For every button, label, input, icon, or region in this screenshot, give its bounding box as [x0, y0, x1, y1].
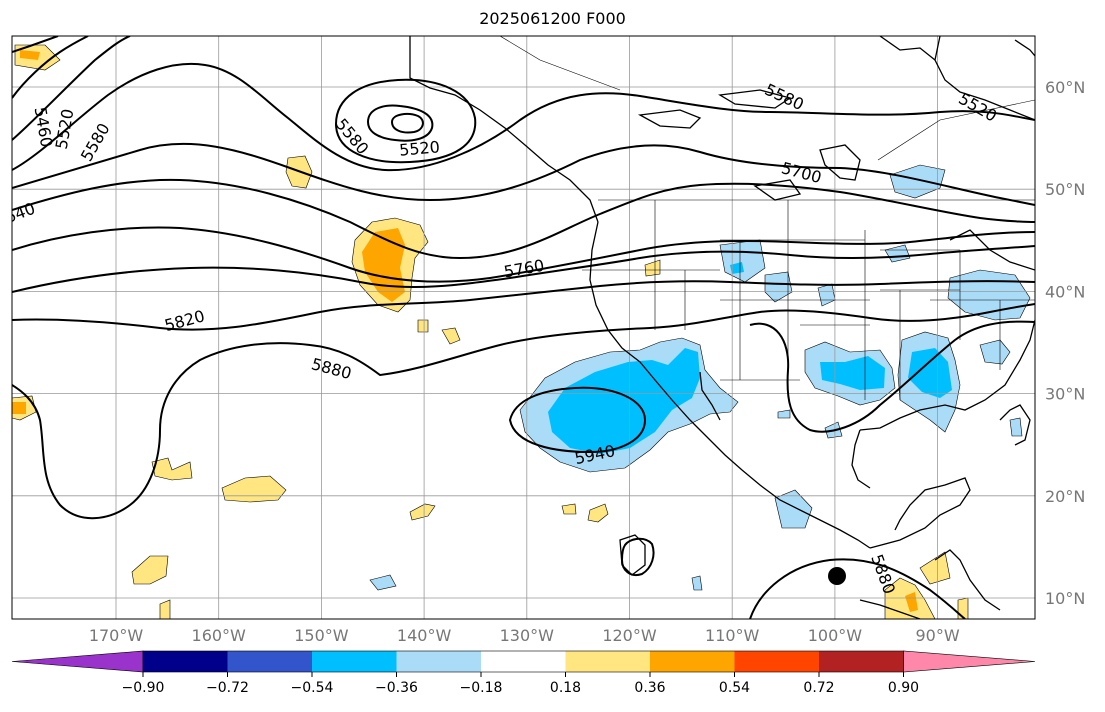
colorbar-tick-label: −0.90 — [122, 680, 165, 696]
positive-anomaly-area — [131, 555, 169, 585]
contour-label: 5520 — [398, 137, 440, 159]
latitude-label: 20°N — [1045, 487, 1085, 506]
anomaly-shading — [12, 44, 1031, 619]
longitude-label: 90°W — [916, 626, 960, 645]
colorbar-tick-label: −0.54 — [291, 680, 334, 696]
map-title: 2025061200 F000 — [479, 9, 626, 28]
contour-5580-low — [334, 78, 477, 164]
positive-anomaly-area — [561, 503, 577, 515]
positive-anomaly-area — [151, 457, 193, 481]
negative-anomaly-area — [889, 164, 946, 199]
colorbar-segment — [227, 651, 312, 672]
colorbar-segment — [312, 651, 397, 672]
latitude-label: 10°N — [1045, 589, 1085, 608]
positive-anomaly-core — [20, 50, 40, 60]
negative-anomaly-area — [691, 575, 703, 591]
colorbar: −0.90 −0.72 −0.54 −0.36 −0.18 0.18 0.36 0.54 0.7… — [11, 650, 1036, 696]
colorbar-segment — [734, 651, 819, 672]
longitude-label: 110°W — [705, 626, 760, 645]
positive-anomaly-area — [417, 319, 429, 333]
longitude-label: 160°W — [192, 626, 247, 645]
map-frame — [12, 36, 1035, 619]
colorbar-outline — [142, 650, 904, 673]
positive-anomaly-area — [441, 327, 461, 345]
height-contours — [12, 36, 1035, 619]
map-border — [11, 35, 1036, 620]
colorbar-segment — [481, 651, 566, 672]
colorbar-segment — [819, 651, 904, 672]
longitude-label: 120°W — [602, 626, 657, 645]
colorbar-tick-label: 0.36 — [634, 680, 665, 696]
latitude-label: 40°N — [1045, 282, 1085, 301]
latitude-label: 60°N — [1045, 78, 1085, 97]
colorbar-tick-label: 0.54 — [719, 680, 750, 696]
contour-5520-low — [366, 104, 434, 142]
colorbar-segment — [143, 651, 228, 672]
negative-anomaly-core — [820, 356, 885, 390]
positive-anomaly-core — [12, 402, 26, 414]
positive-anomaly-core — [905, 592, 918, 612]
latitude-label: 50°N — [1045, 180, 1085, 199]
positive-anomaly-area — [587, 503, 609, 523]
longitude-labels: 170°W 160°W 150°W 140°W 130°W 120°W 110°W 100°W… — [89, 626, 960, 645]
colorbar-under-arrow — [11, 650, 144, 673]
longitude-label: 130°W — [500, 626, 555, 645]
colorbar-tick-label: 0.18 — [550, 680, 581, 696]
colorbar-segment — [565, 651, 650, 672]
colorbar-tick-label: −0.18 — [460, 680, 503, 696]
negative-anomaly-core — [730, 262, 744, 274]
colorbar-segment — [650, 651, 735, 672]
latitude-labels: 60°N 50°N 40°N 30°N 20°N 10°N — [1045, 78, 1085, 608]
negative-anomaly-area — [369, 574, 397, 591]
negative-anomaly-area — [979, 339, 1011, 365]
positive-anomaly-area — [919, 551, 951, 585]
colorbar-over-arrow — [903, 650, 1036, 673]
colorbar-tick-label: −0.72 — [206, 680, 249, 696]
negative-anomaly-area — [1009, 417, 1023, 437]
negative-anomaly-area — [777, 409, 791, 419]
longitude-label: 170°W — [89, 626, 144, 645]
positive-anomaly-area — [159, 599, 171, 619]
colorbar-tick-label: 0.90 — [888, 680, 919, 696]
negative-anomaly-core — [548, 348, 700, 454]
location-marker — [828, 567, 846, 585]
negative-anomaly-area — [764, 271, 793, 303]
colorbar-segment — [396, 651, 481, 672]
longitude-label: 150°W — [294, 626, 349, 645]
positive-anomaly-area — [957, 597, 969, 619]
longitude-label: 140°W — [397, 626, 452, 645]
longitude-label: 100°W — [808, 626, 863, 645]
negative-anomaly-core — [908, 348, 952, 398]
positive-anomaly-area — [409, 503, 436, 521]
colorbar-tick-label: 0.72 — [803, 680, 834, 696]
negative-anomaly-area — [774, 489, 813, 529]
latitude-label: 30°N — [1045, 385, 1085, 404]
contour-inner-low — [390, 113, 424, 134]
graticule — [12, 36, 1035, 619]
colorbar-tick-label: −0.36 — [375, 680, 418, 696]
